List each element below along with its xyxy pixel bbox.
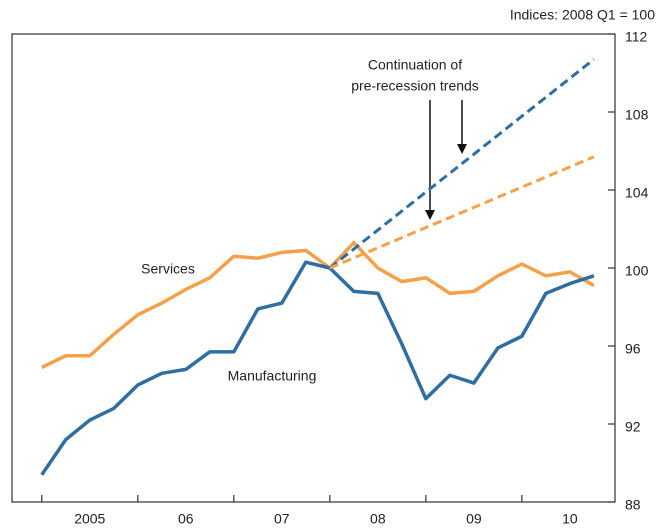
arrow-head xyxy=(457,144,467,154)
arrow-head xyxy=(425,210,435,220)
y-tick-label: 100 xyxy=(625,263,649,279)
plot-frame xyxy=(11,33,616,503)
y-tick-label: 92 xyxy=(625,419,641,435)
annotation: Continuation of xyxy=(368,57,462,73)
x-tick-label: 06 xyxy=(178,511,194,527)
series-label: Manufacturing xyxy=(228,368,317,384)
x-tick-label: 07 xyxy=(274,511,290,527)
y-tick-label: 88 xyxy=(625,497,641,513)
y-tick-label: 112 xyxy=(625,29,648,45)
series-line xyxy=(40,240,595,370)
x-tick-label: 08 xyxy=(370,511,386,527)
trend-line xyxy=(328,58,595,270)
series-label: Services xyxy=(141,261,195,277)
annotation-arrows xyxy=(425,100,467,220)
y-tick-label: 96 xyxy=(625,341,641,357)
chart-subtitle: Indices: 2008 Q1 = 100 xyxy=(510,7,655,23)
annotation: pre-recession trends xyxy=(351,78,479,94)
x-tick-label: 10 xyxy=(562,511,578,527)
y-tick-label: 104 xyxy=(625,185,649,201)
x-tick-label: 2005 xyxy=(74,511,105,527)
x-tick-label: 09 xyxy=(466,511,482,527)
y-tick-label: 108 xyxy=(625,107,649,123)
series-line xyxy=(40,260,595,476)
trend-line xyxy=(329,155,595,270)
